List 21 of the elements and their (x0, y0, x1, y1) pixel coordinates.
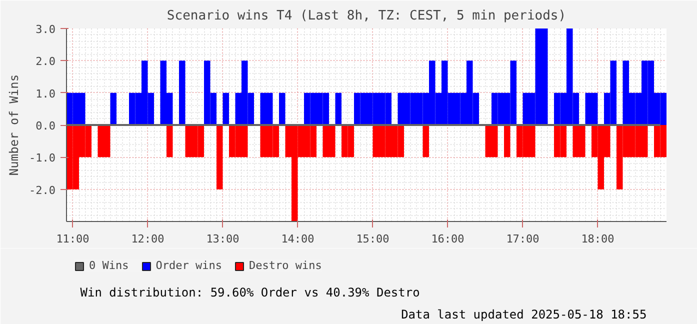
y-tick-label: 0.0 (36, 120, 56, 132)
y-tick-label: 3.0 (36, 23, 56, 36)
chart-title: Scenario wins T4 (Last 8h, TZ: CEST, 5 min periods) (166, 8, 566, 24)
y-tick-label: 2.0 (36, 55, 56, 68)
text: Data last updated 2025-05-18 18:55 (401, 308, 647, 322)
y-tick-label: 1.0 (36, 87, 56, 100)
x-tick-label: 11:00 (56, 232, 90, 246)
legend-label: 0 Wins (89, 259, 129, 272)
x-tick-label: 14:00 (281, 232, 314, 246)
x-tick-label: 12:00 (131, 232, 164, 246)
x-tick-label: 18:00 (581, 232, 614, 246)
x-tick-label: 17:00 (506, 232, 540, 246)
x-tick-label: 15:00 (356, 232, 390, 246)
x-tick-label: 16:00 (431, 232, 464, 246)
y-tick-label: -1.0 (29, 152, 56, 165)
legend-label: Destro wins (248, 259, 322, 272)
text: Win distribution: 59.60% Order vs 40.39% Destro (80, 286, 420, 300)
x-tick-label: 13:00 (206, 232, 240, 246)
y-axis-title: Number of Wins (7, 74, 22, 176)
legend-label: Order wins (156, 259, 222, 272)
y-tick-label: -2.0 (29, 184, 56, 197)
